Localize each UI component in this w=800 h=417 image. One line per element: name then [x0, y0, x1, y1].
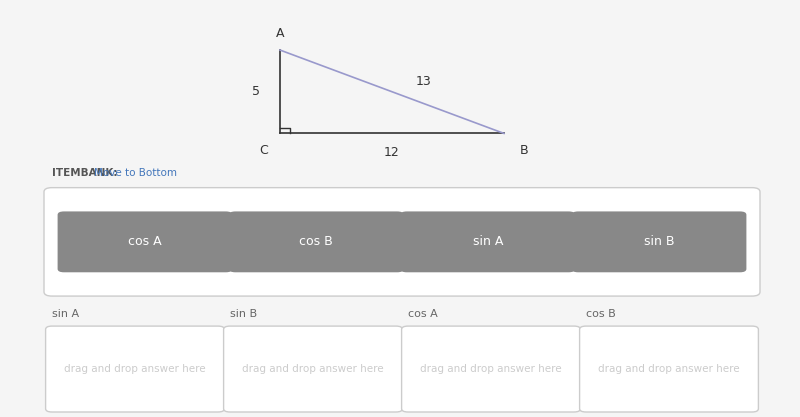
FancyBboxPatch shape — [46, 326, 224, 412]
Text: drag and drop answer here: drag and drop answer here — [64, 364, 206, 374]
FancyBboxPatch shape — [402, 326, 581, 412]
Text: drag and drop answer here: drag and drop answer here — [598, 364, 740, 374]
Text: C: C — [260, 144, 268, 157]
Text: sin A: sin A — [52, 309, 79, 319]
Text: 5: 5 — [252, 85, 260, 98]
FancyBboxPatch shape — [400, 211, 575, 272]
Text: Move to Bottom: Move to Bottom — [94, 168, 178, 178]
Text: 12: 12 — [384, 146, 400, 159]
Text: cos B: cos B — [586, 309, 616, 319]
Text: cos A: cos A — [128, 235, 162, 249]
Text: cos B: cos B — [299, 235, 333, 249]
FancyBboxPatch shape — [58, 211, 232, 272]
FancyBboxPatch shape — [223, 326, 402, 412]
Text: sin B: sin B — [644, 235, 674, 249]
Text: 13: 13 — [416, 75, 432, 88]
Text: cos A: cos A — [408, 309, 438, 319]
FancyBboxPatch shape — [579, 326, 758, 412]
Text: ITEMBANK:: ITEMBANK: — [52, 168, 121, 178]
Text: drag and drop answer here: drag and drop answer here — [242, 364, 384, 374]
Text: B: B — [520, 144, 528, 157]
FancyBboxPatch shape — [572, 211, 746, 272]
Text: sin A: sin A — [473, 235, 503, 249]
FancyBboxPatch shape — [44, 188, 760, 296]
Text: drag and drop answer here: drag and drop answer here — [420, 364, 562, 374]
Text: A: A — [276, 27, 284, 40]
FancyBboxPatch shape — [229, 211, 403, 272]
Text: sin B: sin B — [230, 309, 257, 319]
